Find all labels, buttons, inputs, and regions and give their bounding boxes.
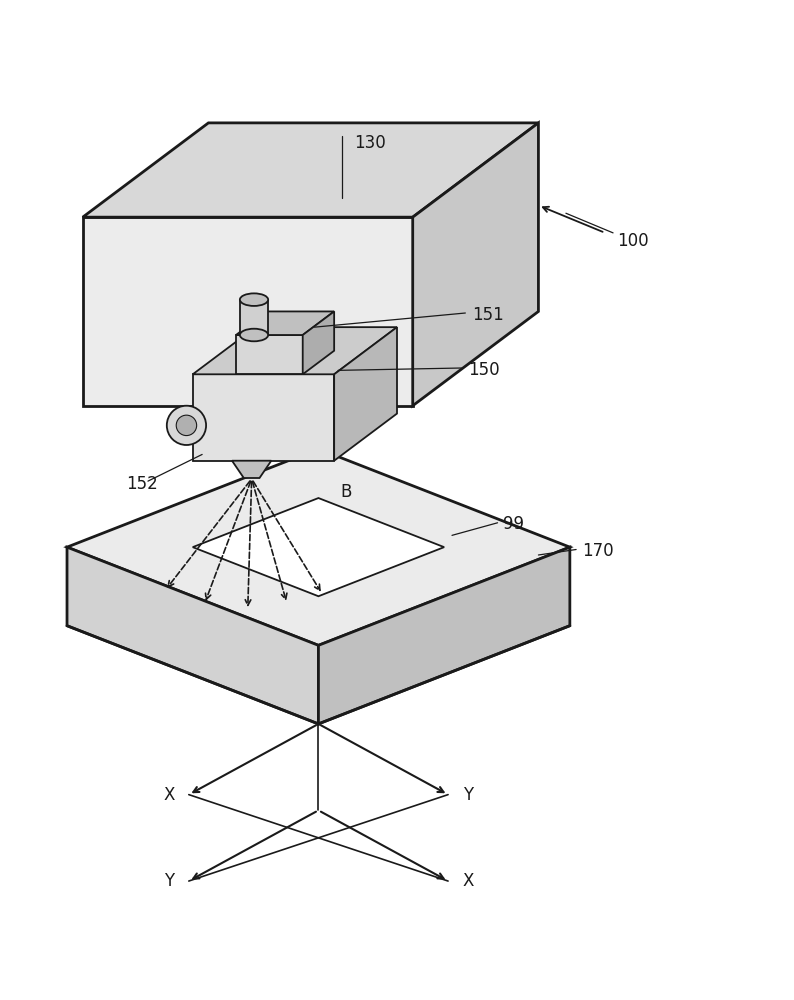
Text: 170: 170 bbox=[582, 542, 613, 560]
Text: 150: 150 bbox=[468, 361, 499, 379]
Polygon shape bbox=[232, 461, 272, 478]
Text: 152: 152 bbox=[125, 475, 157, 493]
Polygon shape bbox=[193, 374, 334, 461]
Ellipse shape bbox=[240, 329, 268, 341]
Polygon shape bbox=[83, 123, 538, 217]
Polygon shape bbox=[67, 547, 318, 724]
Polygon shape bbox=[236, 335, 303, 374]
Text: 151: 151 bbox=[472, 306, 503, 324]
Text: X: X bbox=[462, 872, 473, 890]
Polygon shape bbox=[83, 217, 413, 406]
Polygon shape bbox=[67, 449, 570, 645]
Polygon shape bbox=[193, 327, 397, 374]
Polygon shape bbox=[193, 498, 444, 596]
Polygon shape bbox=[334, 327, 397, 461]
Polygon shape bbox=[413, 123, 538, 406]
Text: 99: 99 bbox=[503, 515, 524, 533]
Text: 100: 100 bbox=[617, 232, 649, 250]
Text: B: B bbox=[341, 483, 352, 501]
Polygon shape bbox=[318, 547, 570, 724]
Text: Y: Y bbox=[164, 872, 174, 890]
Ellipse shape bbox=[240, 293, 268, 306]
Circle shape bbox=[176, 415, 197, 436]
Bar bbox=[240, 300, 268, 335]
Polygon shape bbox=[303, 311, 334, 374]
Circle shape bbox=[167, 406, 206, 445]
Text: Y: Y bbox=[463, 786, 472, 804]
Text: 130: 130 bbox=[353, 134, 385, 152]
Polygon shape bbox=[236, 311, 334, 335]
Text: X: X bbox=[164, 786, 175, 804]
